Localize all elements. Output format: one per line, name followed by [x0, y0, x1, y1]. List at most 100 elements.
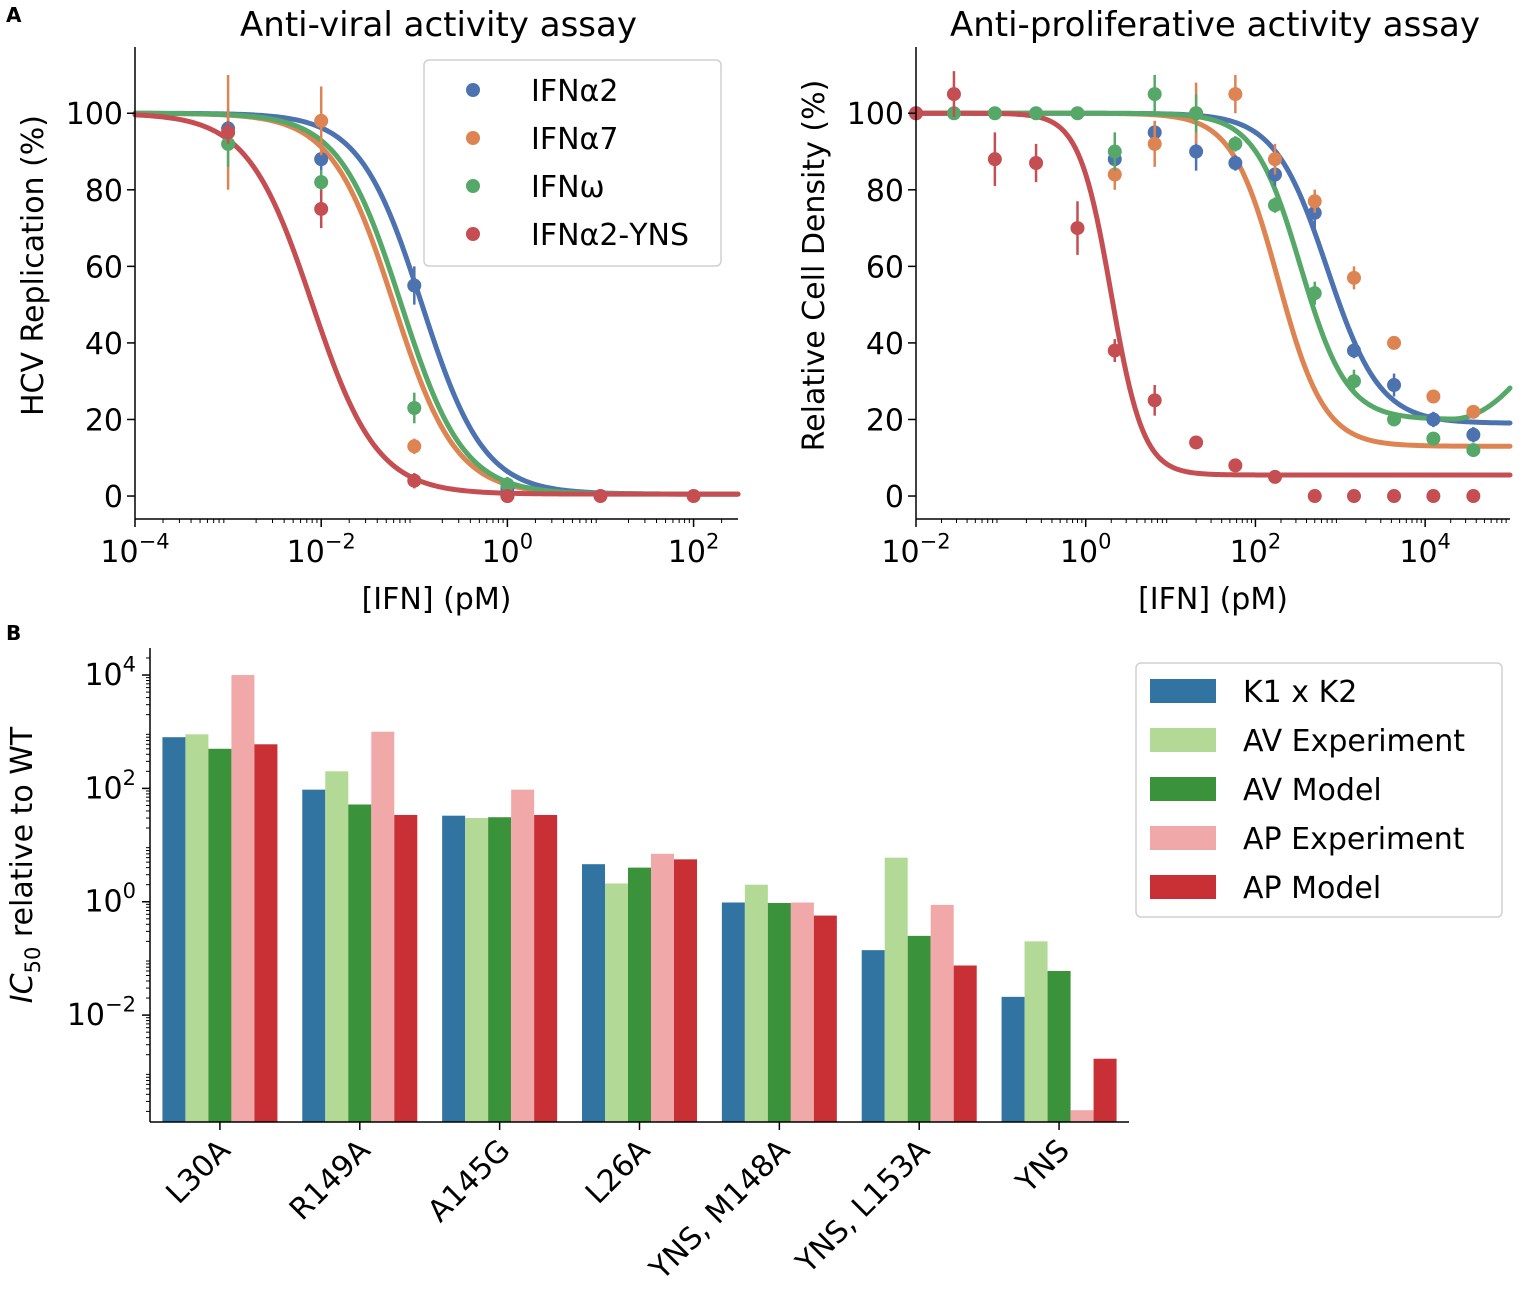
bar-ytick-0-01: 10−2	[67, 993, 136, 1034]
ap-point-ifn-12	[1426, 431, 1441, 446]
ap-point-ifn-2-yns-1	[946, 87, 961, 102]
bar-xtick-yns-m148a: YNS, M148A	[642, 1133, 797, 1288]
av-legend-label-ifn-2: IFNα2	[531, 74, 618, 109]
av-point-ifn-7-1	[314, 113, 329, 128]
av-ytick-80: 80	[85, 174, 123, 209]
bar-legend-label-av-experiment: AV Experiment	[1243, 724, 1465, 759]
ap-point-ifn-13	[1466, 443, 1481, 458]
av-point-ifn-2-2	[407, 278, 422, 293]
ap-point-ifn-7-5	[1307, 194, 1322, 209]
ap-ytick-80: 80	[866, 174, 904, 209]
av-point-ifn-1	[314, 175, 329, 190]
ap-ytick-40: 40	[866, 327, 904, 362]
ap-point-ifn-2-8	[1387, 378, 1402, 393]
ap-point-ifn-2-yns-7	[1189, 435, 1204, 450]
ap-fit-ifn-2-yns	[913, 110, 1513, 478]
bar-l30a-ap-experiment	[231, 675, 255, 1122]
bar-l26a-k1-x-k2	[582, 864, 605, 1122]
av-xtick-0-0001: 10−4	[100, 530, 169, 571]
ap-point-ifn-7	[1228, 136, 1243, 151]
bar-a145g-ap-model	[534, 814, 558, 1122]
bar-ytick-10000: 104	[84, 653, 136, 694]
bar-xtick-r149a: R149A	[283, 1133, 378, 1228]
bar-yns-m148a-av-experiment	[744, 884, 768, 1122]
ap-point-ifn-9	[1307, 286, 1322, 301]
ap-point-ifn-7-7	[1387, 335, 1402, 350]
bar-ylabel: IC50 relative to WT	[5, 726, 45, 1003]
bar-yns-l153a-ap-model	[953, 965, 977, 1122]
antiviral-chart: Anti-viral activity assay 0 20 40 60 80 100 10−…	[16, 5, 741, 617]
bar-yns-m148a-ap-experiment	[790, 902, 814, 1122]
av-legend-marker-ifn	[466, 179, 480, 193]
ap-ylabel: Relative Cell Density (%)	[797, 80, 832, 452]
ap-fit-ifn	[913, 110, 1513, 422]
ap-point-ifn-7-6	[1346, 270, 1361, 285]
av-point-ifn-2-yns-1	[314, 201, 329, 216]
ap-point-ifn-2-7	[1346, 343, 1361, 358]
ap-xlabel: [IFN] (pM)	[1138, 582, 1288, 617]
av-point-ifn-2	[407, 400, 422, 415]
ap-ytick-60: 60	[866, 250, 904, 285]
ap-ytick-0: 0	[885, 480, 904, 515]
av-legend-marker-ifn-2	[466, 83, 480, 97]
ap-ytick-100: 100	[847, 97, 904, 132]
av-point-ifn-2-yns-3	[500, 489, 515, 504]
ap-point-ifn-7-1	[1147, 136, 1162, 151]
ap-xtick-100: 102	[1230, 530, 1282, 571]
bar-yns-m148a-k1-x-k2	[721, 902, 745, 1122]
av-point-ifn-2-yns-5	[686, 489, 701, 504]
bar-yns-l153a-av-experiment	[884, 857, 908, 1122]
panel-b-label: B	[6, 621, 21, 645]
bar-l30a-av-model	[208, 748, 232, 1122]
ap-point-ifn-2-yns-8	[1228, 458, 1243, 473]
av-xtick-0-01: 10−2	[287, 530, 356, 571]
bar-yns-m148a-ap-model	[813, 915, 837, 1122]
av-xtick-100: 102	[668, 530, 720, 571]
bar-ytick-1: 100	[84, 879, 136, 920]
av-point-ifn-7-2	[407, 439, 422, 454]
bar-r149a-k1-x-k2	[302, 789, 326, 1122]
ap-point-ifn-7-0	[1107, 167, 1122, 182]
av-legend-marker-ifn-7	[466, 131, 480, 145]
antiproliferative-chart: Anti-proliferative activity assay 0 20 40 60…	[797, 5, 1513, 617]
av-ytick-0: 0	[104, 480, 123, 515]
ap-point-ifn-2-yns-14	[1466, 489, 1481, 504]
av-legend-label-ifn-2-yns: IFNα2-YNS	[531, 218, 689, 253]
bar-l30a-k1-x-k2	[162, 737, 186, 1122]
bar-yns-av-experiment	[1024, 941, 1048, 1122]
ap-xtick-1: 100	[1060, 530, 1112, 571]
bar-a145g-ap-experiment	[511, 789, 535, 1122]
av-point-ifn-2-yns-2	[407, 473, 422, 488]
ap-ytick-20: 20	[866, 403, 904, 438]
ap-point-ifn-2-4	[1228, 156, 1243, 171]
bar-xtick-a145g: A145G	[421, 1133, 517, 1229]
bar-yns-ap-experiment	[1070, 1110, 1094, 1122]
ap-xtick-0-01: 10−2	[881, 530, 950, 571]
bar-yns-av-model	[1047, 971, 1071, 1122]
ap-point-ifn-2-9	[1426, 412, 1441, 427]
ap-point-ifn-3	[1070, 106, 1085, 121]
ap-point-ifn-2-yns-10	[1307, 489, 1322, 504]
bar-yns-k1-x-k2	[1001, 996, 1025, 1122]
bar-xtick-yns: YNS	[1009, 1133, 1077, 1201]
ap-point-ifn-7-8	[1426, 389, 1441, 404]
bar-yns-m148a-av-model	[767, 903, 791, 1122]
bar-l26a-ap-experiment	[651, 853, 674, 1122]
bar-yns-l153a-av-model	[907, 935, 931, 1122]
ap-point-ifn-7-4	[1267, 152, 1282, 167]
bar-r149a-av-model	[348, 804, 372, 1122]
bar-legend-swatch-av-experiment	[1150, 728, 1216, 752]
ap-point-ifn-11	[1387, 412, 1402, 427]
ap-point-ifn-2-yns-11	[1346, 489, 1361, 504]
ap-point-ifn-2-10	[1466, 427, 1481, 442]
bar-r149a-ap-model	[394, 814, 418, 1122]
ap-point-ifn-6	[1189, 106, 1204, 121]
bar-legend-swatch-av-model	[1150, 777, 1216, 801]
ap-point-ifn-1	[987, 106, 1002, 121]
ap-point-ifn-2-yns-3	[1029, 156, 1044, 171]
bar-legend-swatch-ap-experiment	[1150, 826, 1216, 850]
ap-point-ifn-2-yns-9	[1267, 469, 1282, 484]
bar-yns-ap-model	[1093, 1058, 1117, 1122]
